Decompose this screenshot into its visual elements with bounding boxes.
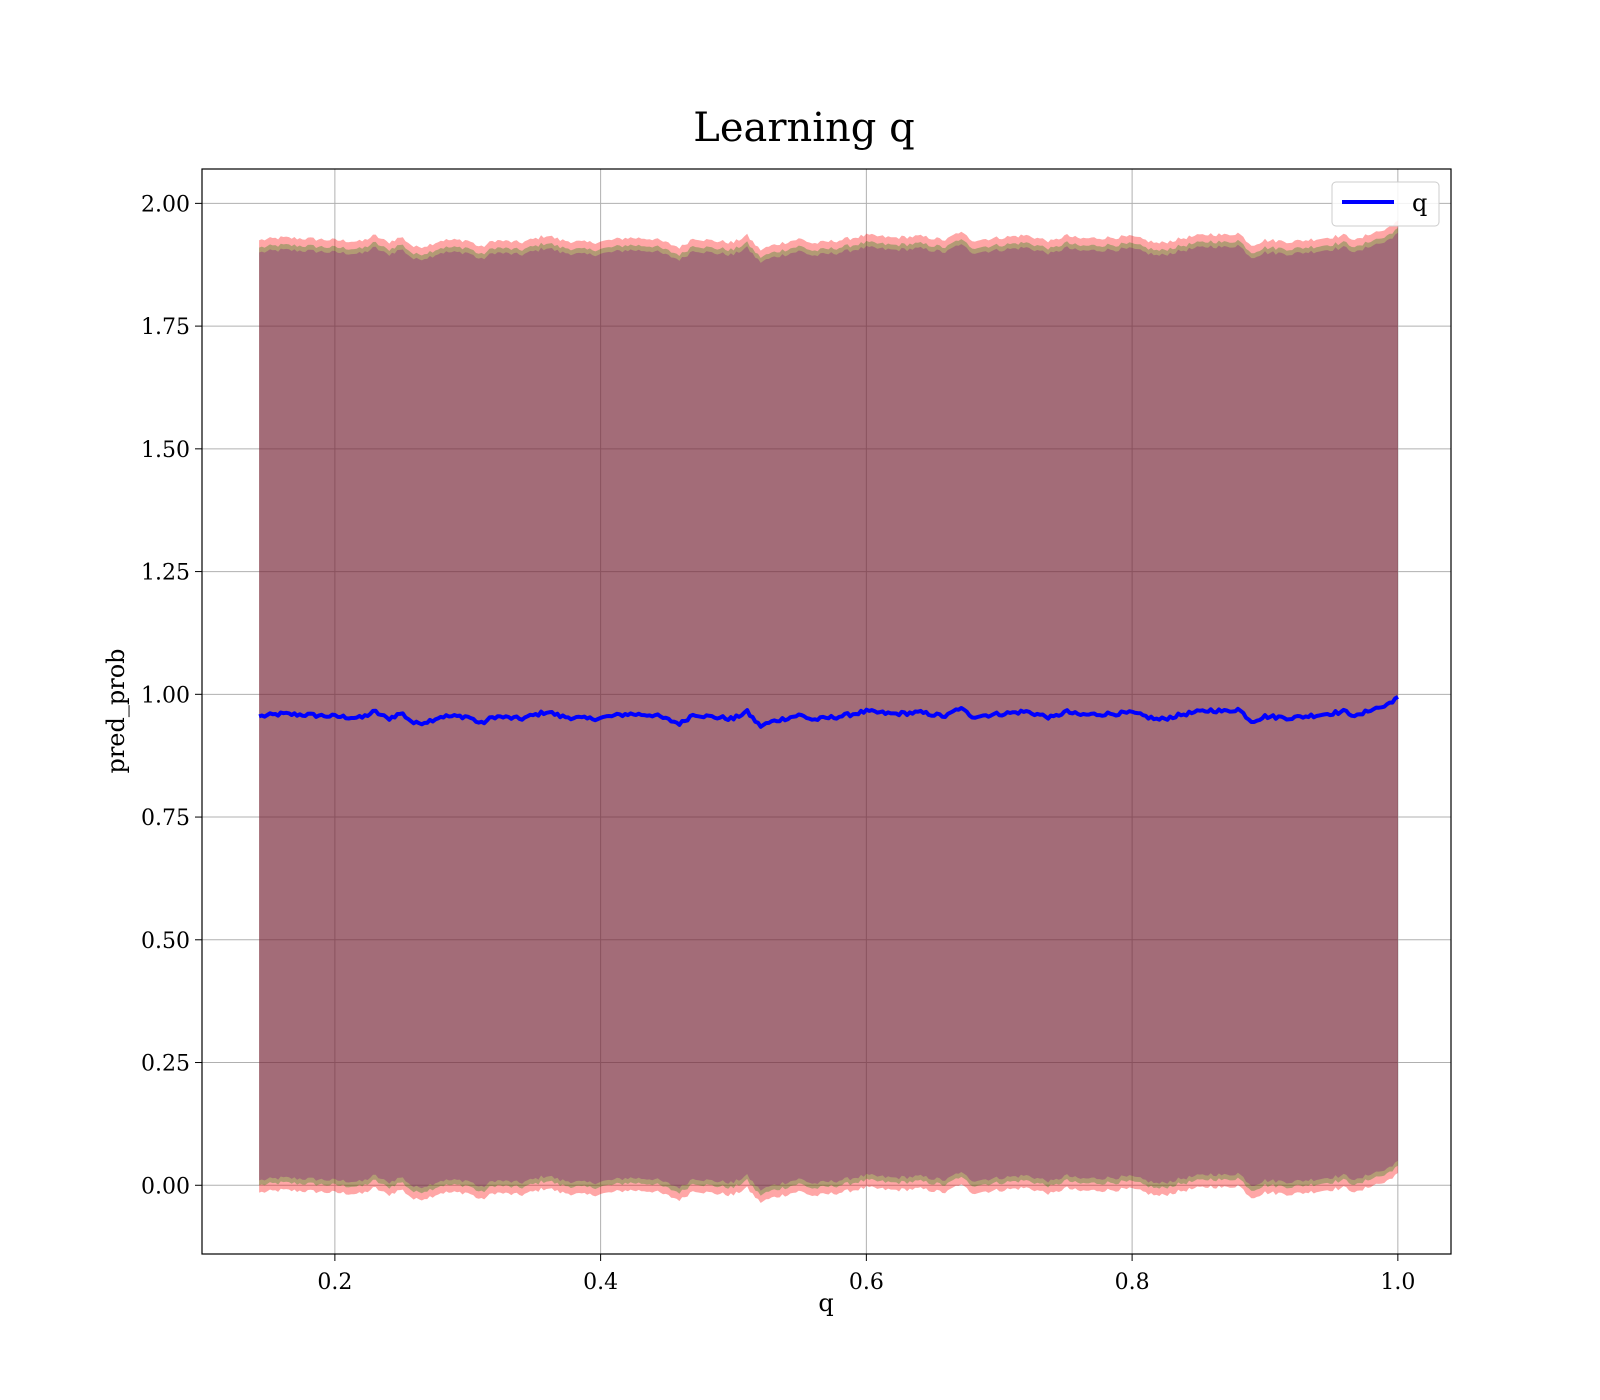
confidence-band-2 xyxy=(259,227,1398,1196)
x-tick-label: 1.0 xyxy=(1380,1270,1415,1295)
grid xyxy=(202,169,1451,1254)
y-tick-label: 1.50 xyxy=(141,438,190,463)
y-tick-label: 0.25 xyxy=(141,1052,190,1077)
legend: q xyxy=(1331,181,1440,227)
y-tick-label: 0.75 xyxy=(141,806,190,831)
y-tick-label: 1.25 xyxy=(141,561,190,586)
y-tick-label: 0.50 xyxy=(141,929,190,954)
confidence-band-3 xyxy=(259,232,1398,1191)
y-axis-ticks: 0.00 0.25 0.50 0.75 1.00 1.25 1.50 1.75 2.00 xyxy=(141,192,202,1199)
y-tick-label: 0.00 xyxy=(141,1174,190,1199)
x-tick-label: 0.4 xyxy=(583,1270,618,1295)
series-lines xyxy=(258,695,1399,729)
x-tick-label: 0.8 xyxy=(1115,1270,1150,1295)
legend-label-q: q xyxy=(1412,189,1427,217)
x-tick-label: 0.2 xyxy=(317,1270,352,1295)
x-tick-label: 0.6 xyxy=(849,1270,884,1295)
series-line-q xyxy=(258,695,1399,729)
plot-frame xyxy=(201,168,1452,1255)
x-axis-ticks: 0.2 0.4 0.6 0.8 1.0 xyxy=(317,1254,1415,1295)
x-axis-label: q xyxy=(818,1289,833,1317)
y-axis-label: pred_prob xyxy=(102,648,130,773)
chart-title: Learning q xyxy=(693,105,914,151)
confidence-band-1 xyxy=(259,220,1398,1203)
y-tick-label: 2.00 xyxy=(141,192,190,217)
y-tick-label: 1.00 xyxy=(141,683,190,708)
y-tick-label: 1.75 xyxy=(141,315,190,340)
confidence-bands xyxy=(259,220,1398,1203)
